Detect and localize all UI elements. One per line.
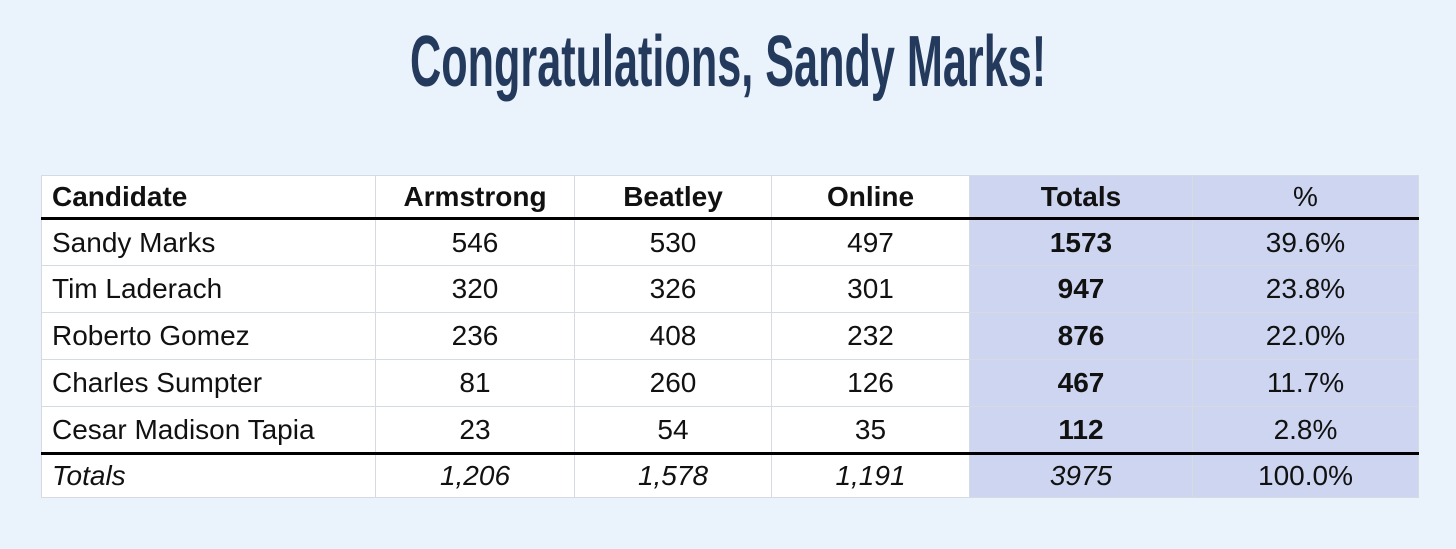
table-row-sandy-marks: Sandy Marks 546 530 497 1573 39.6%	[41, 218, 1419, 266]
results-table: Candidate Armstrong Beatley Online Total…	[41, 175, 1419, 498]
totals-cell: 1,191	[771, 453, 970, 498]
table-cell: 301	[771, 265, 970, 313]
table-cell: 260	[574, 359, 772, 407]
totals-row: Totals 1,206 1,578 1,191 3975 100.0%	[41, 453, 1419, 498]
column-header-totals: Totals	[969, 175, 1193, 220]
table-cell-total: 876	[969, 312, 1193, 360]
table-cell: 81	[375, 359, 575, 407]
column-header-beatley: Beatley	[574, 175, 772, 220]
column-header-percent: %	[1192, 175, 1419, 220]
candidate-name: Charles Sumpter	[41, 359, 376, 407]
table-cell-percent: 23.8%	[1192, 265, 1419, 313]
candidate-name: Tim Laderach	[41, 265, 376, 313]
table-row-tim-laderach: Tim Laderach 320 326 301 947 23.8%	[41, 265, 1419, 313]
table-cell: 497	[771, 218, 970, 266]
table-cell: 54	[574, 406, 772, 455]
totals-cell: 1,578	[574, 453, 772, 498]
table-cell: 546	[375, 218, 575, 266]
table-row-charles-sumpter: Charles Sumpter 81 260 126 467 11.7%	[41, 359, 1419, 407]
candidate-name: Cesar Madison Tapia	[41, 406, 376, 455]
totals-row-label: Totals	[41, 453, 376, 498]
title-container: Congratulations, Sandy Marks!	[0, 26, 1456, 98]
table-cell: 236	[375, 312, 575, 360]
column-header-online: Online	[771, 175, 970, 220]
totals-cell-grand-total: 3975	[969, 453, 1193, 498]
table-cell-total: 947	[969, 265, 1193, 313]
totals-cell: 1,206	[375, 453, 575, 498]
candidate-name: Roberto Gomez	[41, 312, 376, 360]
table-cell: 530	[574, 218, 772, 266]
table-cell: 23	[375, 406, 575, 455]
page-title: Congratulations, Sandy Marks!	[409, 22, 1047, 102]
table-cell-percent: 11.7%	[1192, 359, 1419, 407]
table-cell: 320	[375, 265, 575, 313]
totals-cell-percent: 100.0%	[1192, 453, 1419, 498]
table-cell: 326	[574, 265, 772, 313]
table-cell: 35	[771, 406, 970, 455]
table-header-row: Candidate Armstrong Beatley Online Total…	[41, 175, 1419, 220]
table-cell: 408	[574, 312, 772, 360]
table-cell-percent: 39.6%	[1192, 218, 1419, 266]
column-header-armstrong: Armstrong	[375, 175, 575, 220]
table-cell: 126	[771, 359, 970, 407]
table-cell-total: 112	[969, 406, 1193, 455]
table-cell-percent: 22.0%	[1192, 312, 1419, 360]
table-cell-total: 1573	[969, 218, 1193, 266]
table-cell: 232	[771, 312, 970, 360]
candidate-name: Sandy Marks	[41, 218, 376, 266]
table-row-cesar-madison-tapia: Cesar Madison Tapia 23 54 35 112 2.8%	[41, 406, 1419, 455]
table-row-roberto-gomez: Roberto Gomez 236 408 232 876 22.0%	[41, 312, 1419, 360]
table-cell-percent: 2.8%	[1192, 406, 1419, 455]
table-cell-total: 467	[969, 359, 1193, 407]
column-header-candidate: Candidate	[41, 175, 376, 220]
